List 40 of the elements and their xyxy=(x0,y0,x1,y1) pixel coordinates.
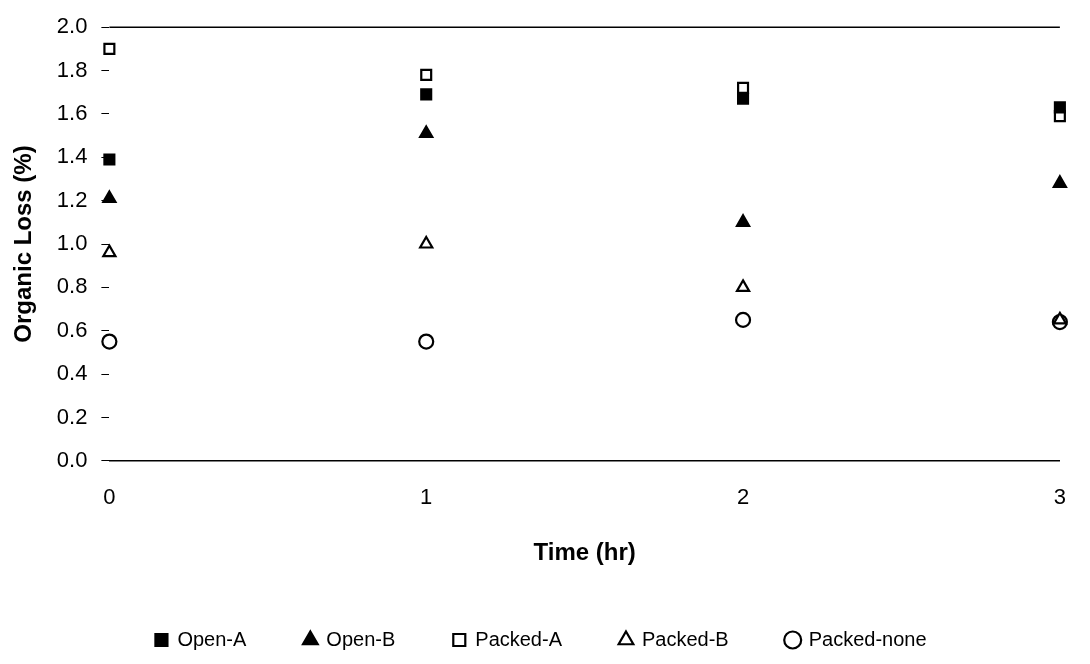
point xyxy=(418,333,435,350)
point xyxy=(419,125,434,139)
point xyxy=(734,311,752,328)
x-axis-title: Time (hr) xyxy=(533,538,636,566)
y-tick-label: 0.2 xyxy=(56,403,88,429)
point xyxy=(735,279,751,292)
point xyxy=(103,42,116,55)
point xyxy=(103,153,116,166)
x-tick-label: 1 xyxy=(420,484,433,510)
y-tick-label: 1.0 xyxy=(56,230,88,256)
y-tick-label: 0.4 xyxy=(56,360,88,386)
y-tick-label: 1.2 xyxy=(56,186,88,212)
point xyxy=(420,88,433,101)
y-tick-label: 1.8 xyxy=(56,56,88,82)
point xyxy=(737,81,750,94)
point xyxy=(1052,311,1068,325)
point xyxy=(1053,101,1066,114)
point xyxy=(102,244,117,258)
legend-label: Packed-none xyxy=(808,627,927,650)
x-tick-label: 2 xyxy=(736,484,750,510)
legend-label: Open-B xyxy=(326,627,396,650)
y-tick-label: 0.6 xyxy=(56,316,88,342)
point xyxy=(735,214,751,227)
point xyxy=(102,190,117,204)
x-tick-label: 3 xyxy=(1053,484,1067,510)
legend-label: Open-A xyxy=(177,627,248,650)
x-tick-label: 0 xyxy=(103,484,116,510)
y-axis-title: Organic Loss (%) xyxy=(9,145,37,343)
point xyxy=(420,68,433,81)
legend-label: Packed-A xyxy=(475,627,563,650)
y-tick-label: 1.4 xyxy=(56,143,88,169)
y-tick-label: 0.8 xyxy=(56,273,88,299)
point xyxy=(1052,175,1068,188)
point xyxy=(737,92,750,105)
point xyxy=(419,235,434,249)
y-tick-label: 1.6 xyxy=(56,99,88,125)
y-tick-label: 2.0 xyxy=(56,13,88,39)
y-tick-label: 0.0 xyxy=(56,446,88,472)
point xyxy=(101,333,118,350)
legend-label: Packed-B xyxy=(642,627,729,650)
